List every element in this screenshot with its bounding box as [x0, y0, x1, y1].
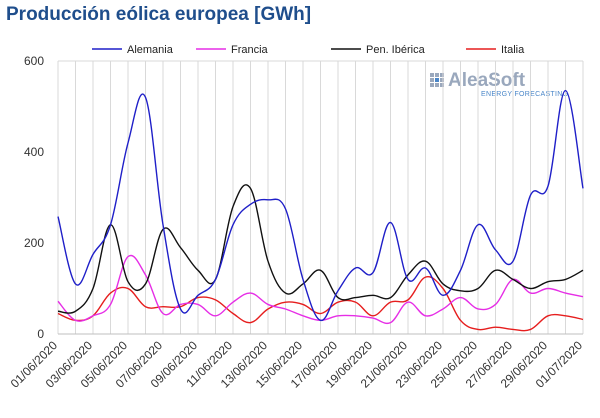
y-tick-label: 600: [24, 54, 44, 68]
series-line-pen-iberica: [57, 184, 584, 314]
legend: Alemania Francia Pen. Ibérica Italia: [92, 44, 525, 56]
legend-label-alemania: Alemania: [127, 44, 174, 56]
chart-title: Producción eólica europea [GWh]: [6, 4, 312, 25]
series-line-alemania: [57, 89, 584, 322]
logo-tagline: ENERGY FORECASTING: [481, 91, 568, 98]
logo-mark-icon: [430, 73, 444, 87]
y-tick-label: 200: [24, 236, 44, 250]
legend-label-pen-iberica: Pen. Ibérica: [366, 44, 426, 56]
legend-label-italia: Italia: [501, 44, 525, 56]
grid: [57, 60, 584, 334]
logo: AleaSoft ENERGY FORECASTING: [430, 70, 568, 98]
axes: 020040060001/06/202003/06/202005/06/2020…: [8, 54, 586, 391]
legend-label-francia: Francia: [231, 44, 269, 56]
logo-name: AleaSoft: [448, 70, 526, 91]
series-group: [57, 89, 584, 332]
series-line-italia: [57, 276, 584, 332]
y-tick-label: 0: [37, 327, 44, 341]
y-tick-label: 400: [24, 145, 44, 159]
